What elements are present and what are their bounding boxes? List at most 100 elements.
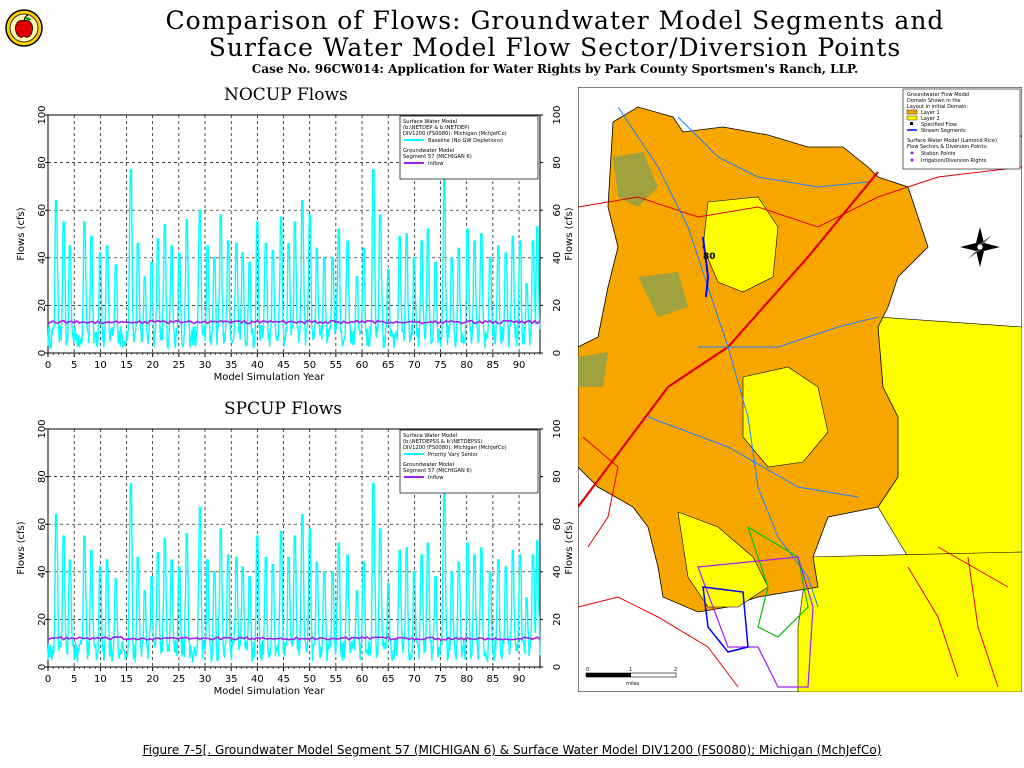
legend-header: (b:\NETDEPSS & b:\NETDEPSS) xyxy=(403,439,483,445)
y-axis-label-right: Flows (cfs) xyxy=(564,207,575,260)
map-layer1-region xyxy=(578,106,929,613)
legend-item-inflow: Inflow xyxy=(428,475,444,481)
map-legend-line1: Groundwater Flow Model xyxy=(907,92,969,98)
map-legend-item-layer1: Layer 1 xyxy=(921,110,940,116)
page-subtitle: Case No. 96CW014: Application for Water … xyxy=(251,62,859,76)
legend-header: DIV1200 (FS0080): Michigan (MchJefCo) xyxy=(403,131,507,137)
x-tick-label: 85 xyxy=(487,360,500,371)
x-tick-label: 40 xyxy=(251,360,264,371)
x-tick-label: 50 xyxy=(303,360,316,371)
map-legend-item-irrigation: Irrigation/Diversion Rights xyxy=(921,158,987,164)
map-purple-boundary xyxy=(697,556,814,688)
y-tick-label-right: 80 xyxy=(552,470,563,483)
x-tick-label: 55 xyxy=(330,674,343,685)
y-tick-label-right: 0 xyxy=(552,350,563,356)
x-tick-label: 25 xyxy=(172,674,185,685)
series-line-flow xyxy=(47,168,541,351)
x-tick-label: 70 xyxy=(408,360,421,371)
groundwater-model-map: 80 Groundwater Flow Model Domain Shown i… xyxy=(578,87,1022,692)
y-tick-label: 0 xyxy=(37,664,48,670)
map-hatched-area-3 xyxy=(578,352,608,387)
figure-caption: Figure 7-5[. Groundwater Model Segment 5… xyxy=(0,743,1024,757)
map-road-1 xyxy=(578,166,1022,228)
y-tick-label: 80 xyxy=(37,156,48,169)
page-title-line2: Surface Water Model Flow Sector/Diversio… xyxy=(208,33,902,62)
map-road-5 xyxy=(582,436,619,548)
map-blue-boundary xyxy=(702,586,749,653)
x-tick-label: 65 xyxy=(382,360,395,371)
y-tick-label: 20 xyxy=(37,613,48,626)
scale-label: miles xyxy=(626,681,640,687)
map-legend-line2: Domain Shown in the xyxy=(907,98,961,104)
plot-area: 0 5 10 15 20 25 30 35 40 45 50 55 60 65 70 75 80 85 90 0 0 20… xyxy=(16,105,575,383)
y-tick-label-right: 40 xyxy=(552,565,563,578)
x-tick-label: 0 xyxy=(45,674,51,685)
x-tick-label: 25 xyxy=(172,360,185,371)
legend-header: Surface Water Model xyxy=(403,119,457,125)
map-legend-item-station: Station Points xyxy=(921,151,956,157)
x-tick-label: 5 xyxy=(71,360,77,371)
y-axis-label-right: Flows (cfs) xyxy=(564,521,575,574)
compass-rose-icon xyxy=(960,227,1000,267)
y-tick-label-right: 0 xyxy=(552,664,563,670)
map-stream-3 xyxy=(698,316,879,348)
legend-header: Surface Water Model xyxy=(403,433,457,439)
y-tick-label: 20 xyxy=(37,299,48,312)
x-tick-label: 30 xyxy=(199,360,212,371)
chart-title-spcup: SPCUP Flows xyxy=(224,399,343,419)
x-tick-label: 60 xyxy=(356,674,369,685)
legend-header: Segment 57 (MICHIGAN 6) xyxy=(403,154,472,160)
map-hatched-area-1 xyxy=(613,152,658,207)
y-tick-label: 0 xyxy=(37,350,48,356)
y-axis-label: Flows (cfs) xyxy=(16,521,27,574)
x-tick-label: 45 xyxy=(277,360,290,371)
x-tick-label: 30 xyxy=(199,674,212,685)
x-tick-label: 60 xyxy=(356,360,369,371)
chart-title-nocup: NOCUP Flows xyxy=(224,85,348,105)
scale-tick-2: 2 xyxy=(674,667,677,673)
x-tick-label: 55 xyxy=(330,360,343,371)
x-tick-label: 75 xyxy=(434,674,447,685)
y-tick-label: 40 xyxy=(37,565,48,578)
x-tick-label: 20 xyxy=(146,360,159,371)
y-tick-label: 60 xyxy=(37,518,48,531)
x-tick-label: 15 xyxy=(120,360,133,371)
series-line-inflow xyxy=(47,319,541,325)
legend-header: Segment 57 (MICHIGAN 6) xyxy=(403,468,472,474)
legend-item-flow: Priority Vary Senior xyxy=(428,452,479,458)
map-segment-label: 80 xyxy=(703,252,716,262)
legend-item-flow: Baseline (No GW Depletions) xyxy=(428,138,503,144)
x-tick-label: 35 xyxy=(225,674,238,685)
series-line-inflow xyxy=(47,636,541,641)
map-legend-line3: Layout in initial Domain: xyxy=(907,104,968,110)
legend-header: (b:\NETDEP & b:\NETDEP) xyxy=(403,125,469,131)
map-legend: Groundwater Flow Model Domain Shown in t… xyxy=(902,88,1021,170)
x-tick-label: 45 xyxy=(277,674,290,685)
map-legend-item-specified-flow: Specified Flow xyxy=(921,122,957,128)
map-legend-item-layer2: Layer 2 xyxy=(921,116,940,122)
figure-caption-text: Figure 7-5[. Groundwater Model Segment 5… xyxy=(142,743,882,757)
map-layer2-island-3 xyxy=(677,511,769,608)
y-tick-label: 100 xyxy=(37,105,48,124)
x-tick-label: 20 xyxy=(146,674,159,685)
x-tick-label: 90 xyxy=(513,674,526,685)
map-road-2 xyxy=(578,596,739,688)
x-tick-label: 80 xyxy=(460,360,473,371)
y-tick-label: 40 xyxy=(37,251,48,264)
x-axis-label: Model Simulation Year xyxy=(214,372,326,383)
x-tick-label: 10 xyxy=(94,674,107,685)
x-tick-label: 75 xyxy=(434,360,447,371)
x-tick-label: 40 xyxy=(251,674,264,685)
plot-area: 0 5 10 15 20 25 30 35 40 45 50 55 60 65 70 75 80 85 90 0 0 20… xyxy=(16,419,575,697)
chart-legend: Surface Water Model(b:\NETDEPSS & b:\NET… xyxy=(399,429,539,494)
map-layer2-island-2 xyxy=(742,366,829,468)
x-tick-label: 50 xyxy=(303,674,316,685)
map-legend-line5: Flow Sectors & Diversion Points: xyxy=(907,144,988,150)
legend-header: Groundwater Model xyxy=(403,462,454,468)
y-tick-label-right: 80 xyxy=(552,156,563,169)
y-tick-label: 80 xyxy=(37,470,48,483)
y-tick-label-right: 100 xyxy=(552,419,563,438)
map-layer2-region-east xyxy=(877,316,1022,558)
map-scale-bar: 0 1 2 miles xyxy=(585,667,677,687)
map-stream-4 xyxy=(647,416,859,498)
